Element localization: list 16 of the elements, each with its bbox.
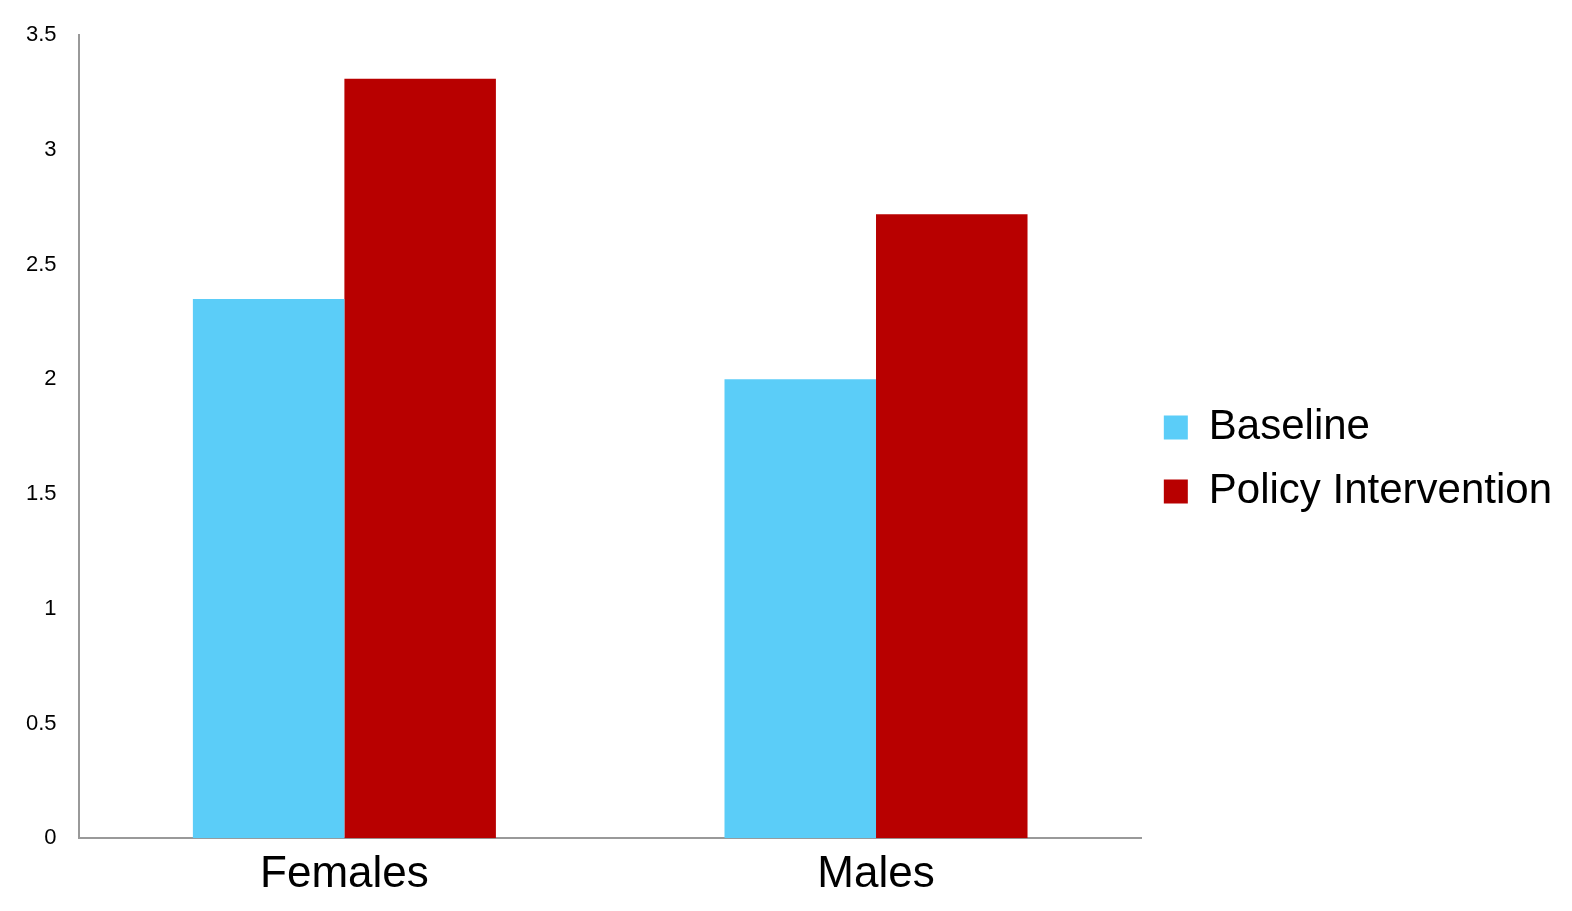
y-tick-label: 3.5 [25,21,57,47]
y-tick-label: 0 [44,824,57,850]
y-tick-label: 2 [44,365,57,391]
y-tick-label: 2.5 [25,250,57,276]
legend-label: Policy Intervention [1208,465,1553,513]
x-tick-label: Males [817,846,935,896]
y-tick-label: 0.5 [25,709,57,735]
bar [192,299,345,839]
y-tick-label: 3 [44,135,57,161]
y-tick-label: 1 [44,594,57,620]
bar [344,78,496,839]
bar [876,214,1028,839]
x-tick-label: Females [260,846,429,896]
bar [724,379,877,839]
legend-label: Baseline [1208,401,1370,449]
y-tick-label: 1.5 [25,480,57,506]
